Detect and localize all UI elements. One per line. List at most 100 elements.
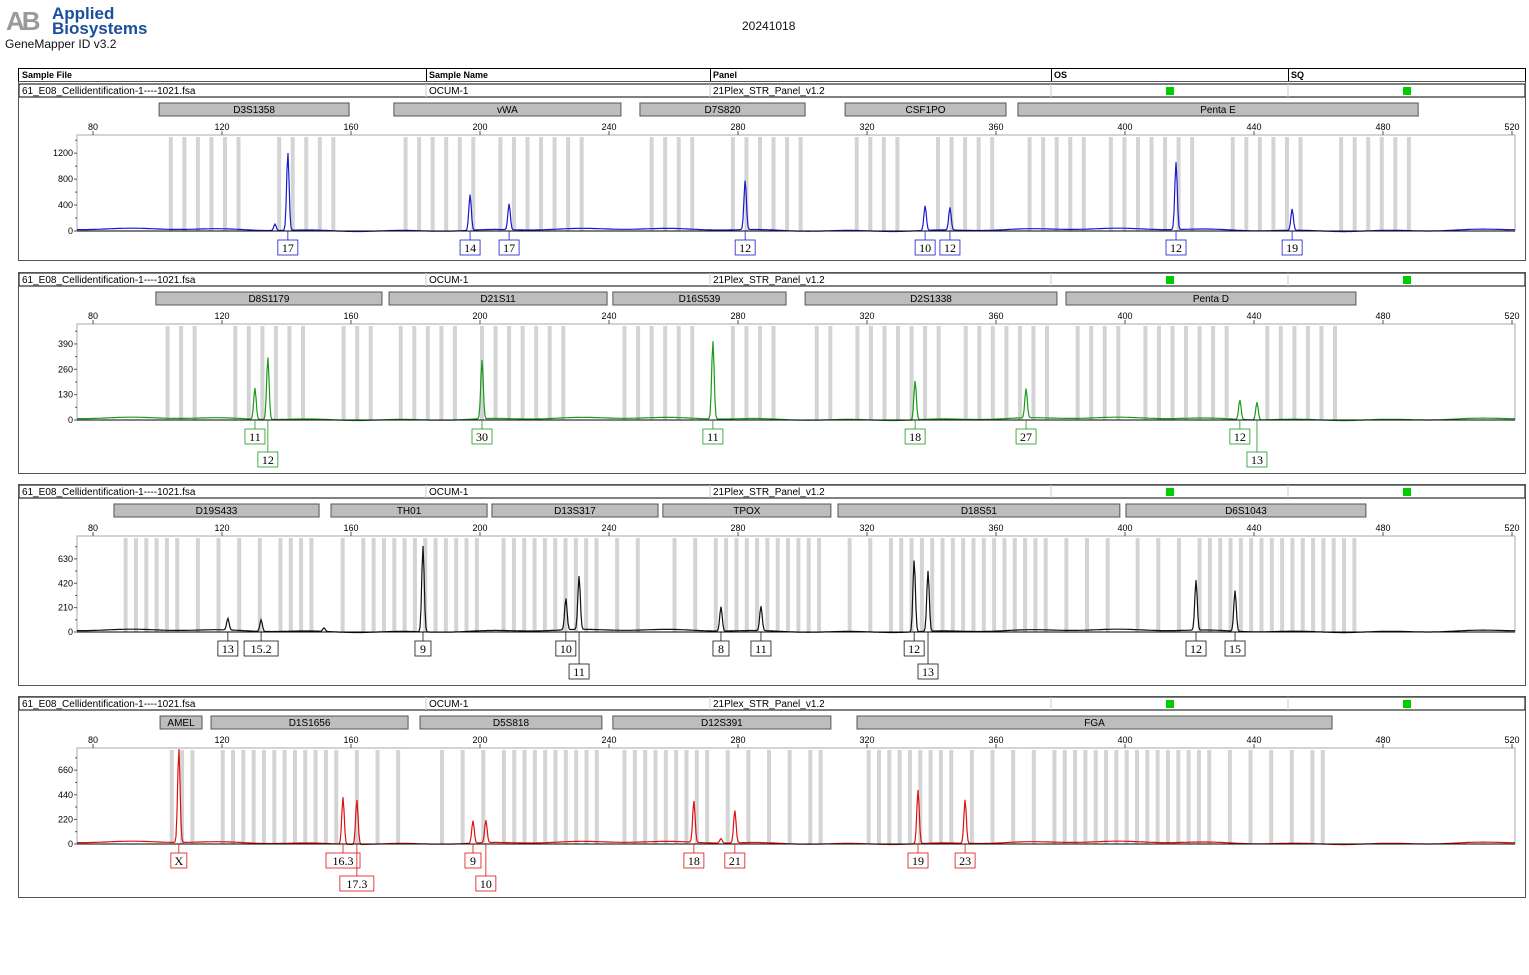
x-tick-label: 520 (1504, 735, 1519, 745)
allele-bin (154, 538, 159, 632)
allele-bin (512, 750, 517, 844)
allele-call: 12 (1190, 642, 1202, 656)
allele-bin (584, 538, 589, 632)
allele-bin (1342, 538, 1347, 632)
x-tick-label: 400 (1117, 523, 1132, 533)
x-tick-label: 160 (343, 735, 358, 745)
brand-line1: Applied (52, 4, 115, 23)
allele-bin (443, 538, 448, 632)
allele-bin (1054, 137, 1059, 231)
allele-bin (594, 538, 599, 632)
y-tick-label: 390 (58, 339, 73, 349)
allele-call: 17 (503, 241, 515, 255)
allele-bin (847, 538, 852, 632)
allele-bin (1011, 750, 1016, 844)
allele-bin (498, 137, 503, 231)
allele-bin (1156, 538, 1161, 632)
y-tick-label: 260 (58, 364, 73, 374)
report-date: 20241018 (742, 19, 796, 33)
allele-bin (471, 137, 476, 231)
allele-call: 30 (476, 430, 488, 444)
locus-name: D13S317 (554, 506, 596, 517)
allele-call-box (907, 852, 929, 869)
allele-call: 10 (480, 877, 492, 891)
allele-bin (1149, 137, 1154, 231)
allele-bin (561, 326, 566, 420)
allele-bin (1265, 326, 1270, 420)
allele-bin (730, 137, 735, 231)
allele-bin (1393, 137, 1398, 231)
allele-bin (882, 326, 887, 420)
plot-area (76, 535, 1516, 633)
allele-bin (881, 137, 886, 231)
allele-bin (1012, 538, 1017, 632)
allele-bin (990, 137, 995, 231)
x-tick-label: 360 (988, 311, 1003, 321)
locus-name: AMEL (167, 718, 195, 729)
x-tick-label: 240 (601, 311, 616, 321)
allele-bin (976, 137, 981, 231)
allele-bin (990, 750, 995, 844)
allele-call: 19 (912, 854, 924, 868)
x-tick-label: 280 (730, 523, 745, 533)
locus-bar (1065, 291, 1357, 306)
x-tick-label: 440 (1246, 523, 1261, 533)
allele-call-box (914, 239, 936, 256)
allele-bin (290, 137, 295, 231)
allele-call: 11 (573, 665, 585, 679)
allele-bin (1366, 137, 1371, 231)
x-tick-label: 400 (1117, 122, 1132, 132)
x-tick-label: 160 (343, 311, 358, 321)
y-tick-label: 210 (58, 603, 73, 613)
allele-bin (1170, 326, 1175, 420)
allele-bin (246, 326, 251, 420)
allele-bin (992, 538, 997, 632)
plot-area (76, 323, 1516, 421)
sample-row (19, 273, 1525, 287)
allele-call: 13 (222, 642, 234, 656)
sample-name: OCUM-1 (429, 699, 469, 710)
allele-call: 12 (739, 241, 751, 255)
allele-bin (481, 750, 486, 844)
allele-bin (1083, 750, 1088, 844)
allele-bin (454, 538, 459, 632)
allele-bin (164, 538, 169, 632)
allele-bin (1073, 750, 1078, 844)
allele-bin (425, 326, 430, 420)
allele-bin (1081, 137, 1086, 231)
allele-bin (192, 326, 197, 420)
allele-bin (237, 538, 242, 632)
allele-bin (1196, 750, 1201, 844)
allele-bin (371, 538, 376, 632)
allele-bin (907, 750, 912, 844)
allele-bin (303, 750, 308, 844)
x-tick-label: 520 (1504, 523, 1519, 533)
allele-bin (1197, 326, 1202, 420)
allele-bin (539, 137, 544, 231)
allele-bin (241, 750, 246, 844)
col-os: OS (1054, 70, 1068, 80)
allele-bin (439, 326, 444, 420)
electropherogram-panel: 61_E08_Cellidentification-1----1021.fsa O… (18, 484, 1526, 686)
allele-bin (676, 137, 681, 231)
allele-bin (806, 538, 811, 632)
allele-bin (896, 326, 901, 420)
allele-bin (818, 750, 823, 844)
allele-bin (584, 750, 589, 844)
allele-bin (1043, 538, 1048, 632)
os-status-indicator (1166, 87, 1174, 95)
allele-bin (534, 326, 539, 420)
allele-call-box (702, 428, 724, 445)
locus-bar (419, 715, 603, 730)
allele-bin (1102, 326, 1107, 420)
allele-bin (216, 538, 221, 632)
allele-call: 15 (1229, 642, 1241, 656)
allele-bin (375, 750, 380, 844)
allele-bin (622, 750, 627, 844)
allele-bin (566, 137, 571, 231)
allele-bin (899, 538, 904, 632)
x-tick-label: 480 (1375, 523, 1390, 533)
allele-call-box (1185, 640, 1207, 657)
allele-bin (412, 538, 417, 632)
allele-bin (331, 137, 336, 231)
